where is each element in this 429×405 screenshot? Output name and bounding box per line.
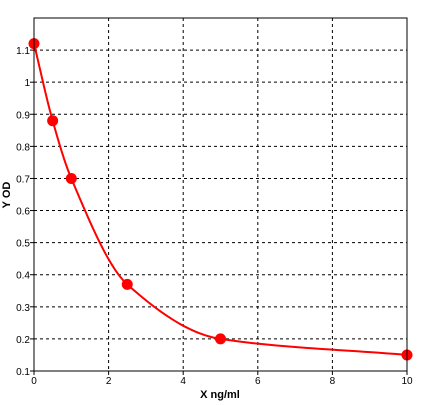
x-axis-label: X ng/ml [200, 389, 240, 401]
data-point [215, 333, 226, 345]
y-axis-label: Y OD [1, 182, 13, 209]
x-tick-label: 10 [401, 376, 413, 387]
plot-area [34, 18, 407, 371]
x-ticks: 0 2 4 6 8 10 [31, 371, 413, 387]
y-tick-label: 0.5 [16, 239, 30, 250]
plot-frame [33, 17, 408, 372]
x-tick-label: 2 [106, 376, 112, 387]
fit-curve [33, 43, 408, 356]
data-point [65, 172, 77, 184]
x-tick-label: 6 [255, 376, 261, 387]
y-tick-label: 0.2 [16, 335, 30, 346]
data-point [47, 115, 59, 127]
data-point [121, 278, 133, 290]
x-tick-label: 8 [330, 376, 336, 387]
y-ticks: 0.1 0.2 0.3 0.4 0.5 0.6 0.7 0.8 0.9 1 1.1 [16, 46, 34, 378]
x-tick-label: 0 [31, 376, 37, 387]
y-tick-label: 1.1 [16, 46, 30, 57]
y-tick-label: 0.9 [16, 110, 30, 121]
y-tick-label: 0.8 [16, 142, 30, 153]
x-tick-label: 4 [180, 376, 186, 387]
y-tick-label: 1 [24, 78, 30, 89]
y-tick-label: 0.7 [16, 174, 30, 185]
y-tick-label: 0.3 [16, 303, 30, 314]
y-tick-label: 0.4 [16, 271, 30, 282]
y-tick-label: 0.1 [16, 367, 30, 378]
y-tick-label: 0.6 [16, 207, 30, 218]
